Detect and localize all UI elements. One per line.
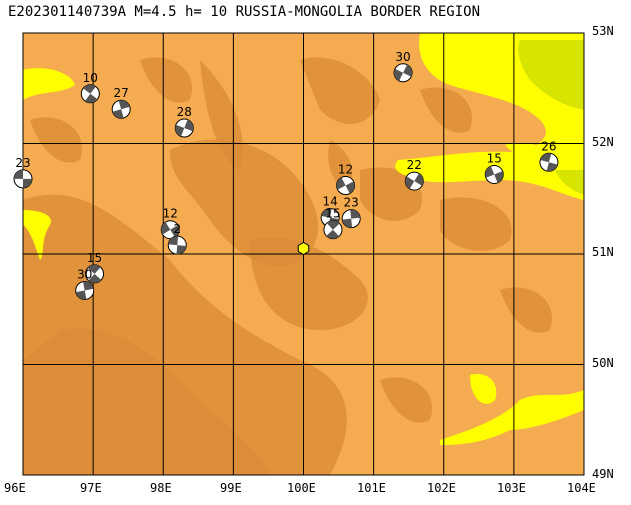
focal-mechanism-beachball: 23 <box>13 156 33 189</box>
mechanism-depth-label: 30 <box>77 267 92 281</box>
map-title: E202301140739A M=4.5 h= 10 RUSSIA-MONGOL… <box>8 4 481 20</box>
focal-mechanism-beachball: 30 <box>75 267 95 300</box>
focal-mechanism-beachball: 15 <box>484 151 504 184</box>
mechanism-depth-label: 10 <box>83 71 98 85</box>
lon-label-97e: 97E <box>80 481 102 495</box>
focal-mechanism-beachball: 2 <box>167 222 187 255</box>
lon-label-104e: 104E <box>567 481 596 495</box>
lon-label-99e: 99E <box>220 481 242 495</box>
mechanism-depth-label: 23 <box>15 156 30 170</box>
lat-label-49n: 49N <box>592 467 614 481</box>
mechanism-depth-label: 12 <box>163 207 178 221</box>
focal-mechanism-beachball: 26 <box>539 139 559 172</box>
focal-mechanism-beachball: 28 <box>174 105 194 138</box>
lat-label-51n: 51N <box>592 245 614 259</box>
mechanism-depth-label: 27 <box>114 86 129 100</box>
mechanism-depth-label: 15 <box>325 207 340 221</box>
mechanism-depth-label: 14 <box>323 195 338 209</box>
map-frame <box>22 32 585 476</box>
lon-label-98e: 98E <box>150 481 172 495</box>
focal-mechanism-beachball: 15 <box>323 207 343 240</box>
focal-mechanism-beachball: 23 <box>341 196 361 229</box>
focal-mechanism-beachball: 30 <box>393 50 413 83</box>
lon-label-101e: 101E <box>357 481 386 495</box>
mechanism-depth-label: 22 <box>407 158 422 172</box>
focal-mechanism-beachball: 15 <box>85 251 105 284</box>
focal-mechanism-beachball: 12 <box>336 162 356 195</box>
lat-label-50n: 50N <box>592 356 614 370</box>
mechanism-depth-label: 30 <box>395 50 410 64</box>
mechanism-depth-label: 12 <box>338 162 353 176</box>
epicenter-hexagon <box>297 241 310 256</box>
mechanism-depth-label: 15 <box>87 251 102 265</box>
lon-label-102e: 102E <box>427 481 456 495</box>
mechanism-depth-label: 15 <box>487 151 502 165</box>
lon-label-103e: 103E <box>497 481 526 495</box>
focal-mechanism-beachball: 22 <box>404 158 424 191</box>
focal-mechanism-beachball: 10 <box>80 71 100 104</box>
lon-label-96e: 96E <box>4 481 26 495</box>
epicenter-marker <box>297 241 310 256</box>
mechanism-depth-label: 23 <box>344 196 359 210</box>
lon-label-100e: 100E <box>287 481 316 495</box>
mechanism-depth-label: 26 <box>541 139 556 153</box>
highland-terrain <box>23 57 552 475</box>
lat-label-52n: 52N <box>592 135 614 149</box>
focal-mechanism-beachball: 27 <box>111 86 131 119</box>
lowland-green-areas <box>518 40 584 195</box>
mechanism-depth-label: 2 <box>173 222 181 236</box>
mechanism-depth-label: 28 <box>177 105 192 119</box>
lat-label-53n: 53N <box>592 24 614 38</box>
focal-mechanism-beachball: 12 <box>160 207 180 240</box>
